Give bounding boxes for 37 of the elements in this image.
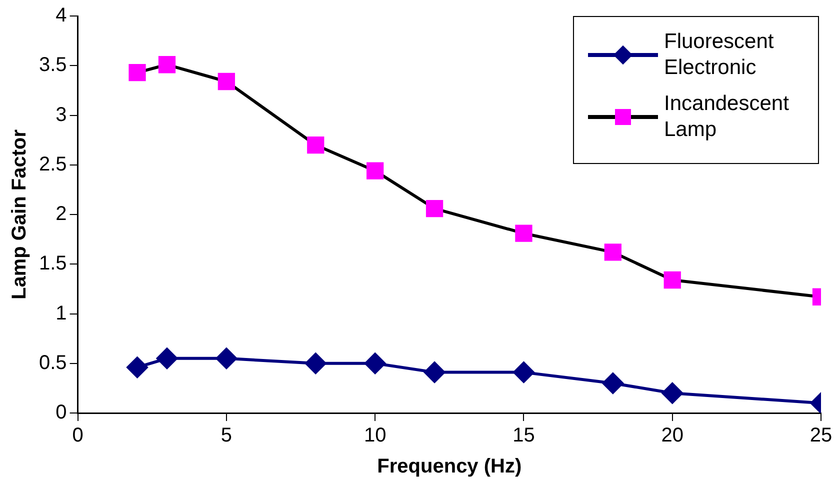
point — [513, 362, 534, 383]
point — [216, 348, 237, 369]
legend-label: Fluorescent Electronic — [664, 29, 775, 81]
x-tick-label: 10 — [364, 424, 386, 447]
point — [366, 162, 384, 180]
point — [426, 200, 444, 218]
legend-label: Incandescent Lamp — [664, 91, 790, 143]
point — [126, 356, 148, 378]
point — [424, 362, 446, 383]
y-tick-label: 4 — [56, 4, 67, 27]
y-tick-label: 0 — [56, 402, 67, 424]
y-tick-label: 3 — [56, 104, 67, 126]
point — [307, 136, 324, 154]
x-tick-label: 15 — [512, 424, 535, 447]
point — [305, 352, 326, 374]
point — [218, 72, 236, 90]
y-tick-label: 1 — [56, 302, 67, 324]
point — [604, 244, 622, 261]
x-tick-label: 20 — [661, 424, 684, 447]
x-tick-label: 0 — [72, 424, 84, 447]
point — [156, 348, 178, 369]
point — [364, 352, 386, 374]
y-tick-label: 0.5 — [38, 352, 67, 374]
point — [128, 64, 146, 82]
y-tick-label: 2 — [56, 203, 67, 226]
y-tick-label: 3.5 — [38, 54, 67, 76]
point — [664, 271, 681, 289]
point — [158, 56, 176, 74]
point — [515, 224, 532, 242]
y-axis-title: Lamp Gain Factor — [8, 129, 31, 300]
x-tick-label: 25 — [810, 424, 832, 447]
point — [662, 382, 683, 404]
x-tick-label: 5 — [220, 424, 232, 447]
y-tick-label: 2.5 — [38, 153, 67, 176]
x-axis-title: Frequency (Hz) — [377, 456, 522, 478]
y-tick-label: 1.5 — [38, 252, 67, 275]
point — [602, 372, 624, 394]
